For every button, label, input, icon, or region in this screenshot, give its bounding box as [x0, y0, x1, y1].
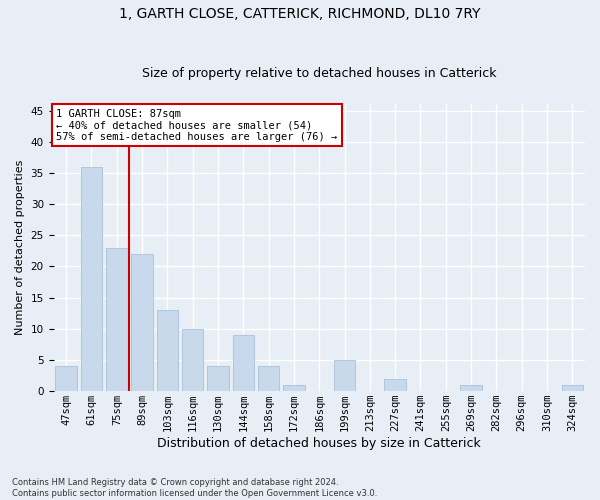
Bar	[106, 248, 128, 391]
Bar	[233, 335, 254, 391]
Bar	[283, 385, 305, 391]
Text: Contains HM Land Registry data © Crown copyright and database right 2024.
Contai: Contains HM Land Registry data © Crown c…	[12, 478, 377, 498]
Bar	[55, 366, 77, 391]
Bar	[258, 366, 280, 391]
Bar	[385, 378, 406, 391]
Text: 1, GARTH CLOSE, CATTERICK, RICHMOND, DL10 7RY: 1, GARTH CLOSE, CATTERICK, RICHMOND, DL1…	[119, 8, 481, 22]
Bar	[157, 310, 178, 391]
Title: Size of property relative to detached houses in Catterick: Size of property relative to detached ho…	[142, 66, 497, 80]
Bar	[460, 385, 482, 391]
Text: 1 GARTH CLOSE: 87sqm
← 40% of detached houses are smaller (54)
57% of semi-detac: 1 GARTH CLOSE: 87sqm ← 40% of detached h…	[56, 108, 337, 142]
Bar	[562, 385, 583, 391]
X-axis label: Distribution of detached houses by size in Catterick: Distribution of detached houses by size …	[157, 437, 481, 450]
Y-axis label: Number of detached properties: Number of detached properties	[15, 160, 25, 336]
Bar	[334, 360, 355, 391]
Bar	[81, 166, 102, 391]
Bar	[131, 254, 153, 391]
Bar	[207, 366, 229, 391]
Bar	[182, 329, 203, 391]
